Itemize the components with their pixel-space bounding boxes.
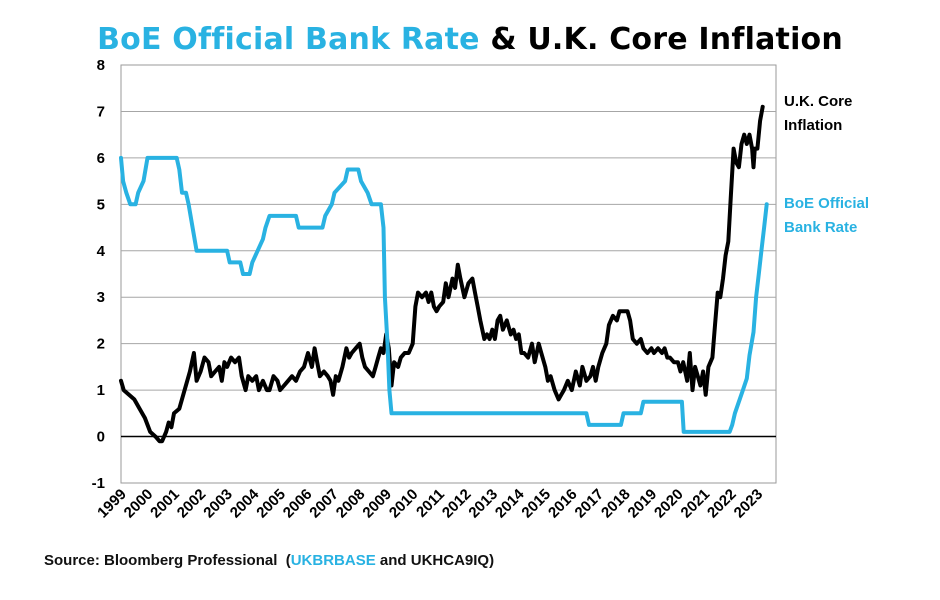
x-tick-label: 2023: [731, 486, 767, 522]
x-tick-label: 2002: [174, 486, 210, 522]
x-tick-label: 2005: [253, 486, 289, 522]
x-tick-label: 2000: [121, 486, 157, 522]
series-label-bank-rate: BoE Official: [784, 195, 869, 212]
x-tick-label: 2020: [651, 486, 687, 522]
plot-frame: [120, 64, 777, 484]
x-tick-label: 2018: [598, 486, 634, 522]
chart-title: BoE Official Bank Rate & U.K. Core Infla…: [0, 22, 940, 57]
source-suffix: and UKHCA9IQ): [375, 552, 495, 569]
x-tick-label: 2014: [492, 485, 528, 521]
source-prefix: Source: Bloomberg Professional (: [44, 552, 291, 569]
series-line-core-inflation: [119, 104, 765, 444]
y-tick-label: 3: [97, 289, 105, 306]
x-tick-label: 2001: [147, 486, 183, 522]
x-tick-label: 2008: [333, 486, 369, 522]
y-tick-label: 2: [97, 336, 105, 353]
x-tick-label: 2010: [386, 486, 422, 522]
series-label-core-inflation: Inflation: [784, 117, 842, 134]
title-inflation-part: & U.K. Core Inflation: [479, 22, 843, 57]
source-code-bank-rate: UKBRBASE: [290, 552, 376, 569]
x-tick-label: 2013: [465, 486, 501, 522]
y-tick-label: 7: [97, 103, 105, 120]
title-bank-rate-part: BoE Official Bank Rate: [97, 22, 480, 57]
x-tick-label: 2015: [518, 486, 554, 522]
x-tick-label: 2004: [227, 485, 263, 521]
y-tick-label: 4: [97, 243, 106, 260]
y-tick-label: -1: [92, 475, 105, 492]
x-tick-label: 2016: [545, 486, 581, 522]
source-note: Source: Bloomberg Professional (UKBRBASE…: [44, 552, 494, 569]
series-label-bank-rate: Bank Rate: [784, 219, 857, 236]
y-tick-label: 6: [97, 150, 105, 167]
x-tick-label: 2011: [413, 486, 448, 521]
series-line-bank-rate: [119, 155, 769, 434]
x-tick-label: 2019: [625, 486, 661, 522]
y-tick-label: 5: [97, 196, 105, 213]
y-tick-label: 1: [97, 382, 105, 399]
x-tick-label: 2007: [306, 486, 342, 522]
series-label-core-inflation: U.K. Core: [784, 93, 852, 110]
x-tick-label: 2006: [280, 486, 316, 522]
x-tick-label: 2022: [704, 486, 740, 522]
y-tick-label: 8: [97, 57, 105, 74]
x-tick-label: 2017: [572, 486, 608, 522]
x-tick-label: 2021: [678, 486, 714, 522]
y-tick-label: 0: [97, 429, 105, 446]
x-tick-label: 2009: [359, 486, 395, 522]
x-tick-label: 2003: [200, 486, 236, 522]
x-tick-label: 2012: [439, 486, 475, 522]
